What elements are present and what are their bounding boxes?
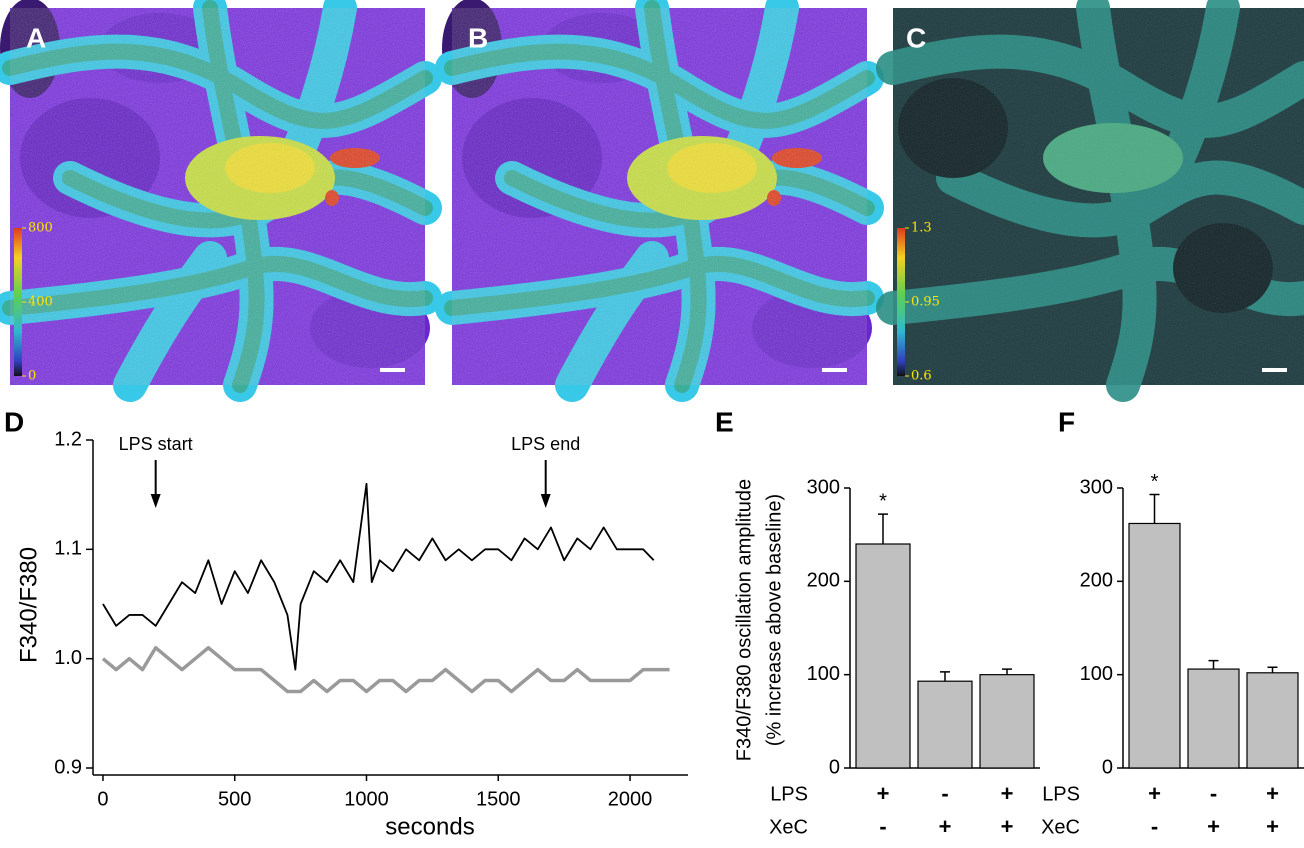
image-c: C bbox=[876, 0, 1304, 402]
significance: * bbox=[879, 490, 887, 512]
category-label: - bbox=[941, 781, 948, 806]
y-tick-label: 300 bbox=[1080, 476, 1113, 498]
error-bar bbox=[1149, 493, 1160, 524]
category-label: + bbox=[1207, 814, 1220, 839]
bar bbox=[1187, 668, 1240, 769]
error-bar bbox=[1002, 668, 1012, 675]
x-tick-label: 2000 bbox=[608, 788, 653, 810]
x-tick-label: 1000 bbox=[344, 788, 389, 810]
row-label: LPS bbox=[1042, 783, 1080, 805]
panel-label: C bbox=[906, 22, 926, 53]
colorbar-label: 0 bbox=[28, 369, 36, 384]
y-axis-title: (% increase above baseline) bbox=[763, 494, 785, 746]
arrow-head bbox=[540, 494, 551, 508]
y-tick-label: 0 bbox=[829, 756, 840, 778]
y-tick-label: 100 bbox=[1080, 663, 1113, 685]
arrow-head bbox=[150, 494, 161, 508]
colorbar bbox=[897, 228, 905, 376]
significance: * bbox=[1151, 471, 1159, 493]
category-label: - bbox=[1151, 814, 1158, 839]
bar bbox=[1246, 672, 1299, 769]
image-a: A bbox=[0, 0, 430, 385]
category-label: - bbox=[1210, 781, 1217, 806]
category-label: + bbox=[1148, 781, 1161, 806]
y-tick-label: 1.1 bbox=[54, 538, 82, 560]
annotation: LPS end bbox=[511, 434, 580, 454]
row-label: XeC bbox=[1041, 816, 1080, 838]
x-axis-title: seconds bbox=[385, 813, 474, 840]
colorbar bbox=[14, 228, 22, 376]
line-series bbox=[101, 645, 670, 694]
bar bbox=[1128, 522, 1181, 769]
error-bar bbox=[940, 671, 950, 682]
category-label: + bbox=[877, 781, 890, 806]
colorbar-label: 1.3 bbox=[911, 221, 932, 236]
error-bar bbox=[1267, 666, 1278, 673]
colorbar-label: 400 bbox=[28, 295, 53, 310]
panel-label: E bbox=[715, 406, 734, 437]
panel-label: D bbox=[4, 406, 24, 437]
image-b: B bbox=[442, 0, 872, 385]
category-label: + bbox=[1001, 814, 1014, 839]
x-tick-label: 500 bbox=[218, 788, 251, 810]
bar bbox=[979, 674, 1035, 769]
colorbar-label: 800 bbox=[28, 221, 53, 236]
category-label: + bbox=[1266, 781, 1279, 806]
category-label: + bbox=[1001, 781, 1014, 806]
x-tick-label: 0 bbox=[97, 788, 108, 810]
bar bbox=[917, 680, 973, 769]
y-axis-title: F340/F380 bbox=[15, 547, 42, 663]
y-tick-label: 0.9 bbox=[54, 756, 82, 778]
error-bar bbox=[878, 513, 888, 544]
line-series bbox=[102, 482, 655, 671]
bar bbox=[855, 543, 911, 769]
y-tick-label: 300 bbox=[807, 476, 840, 498]
row-label: LPS bbox=[770, 783, 808, 805]
annotation: LPS start bbox=[119, 434, 193, 454]
category-label: + bbox=[1266, 814, 1279, 839]
panel-label: F bbox=[1058, 406, 1075, 437]
y-axis-title: F340/F380 oscillation amplitude bbox=[733, 479, 755, 761]
colorbar-label: 0.95 bbox=[911, 295, 940, 310]
y-tick-label: 200 bbox=[807, 570, 840, 592]
y-tick-label: 100 bbox=[807, 663, 840, 685]
x-tick-label: 1500 bbox=[476, 788, 521, 810]
colorbar-label: 0.6 bbox=[911, 369, 932, 384]
row-label: XeC bbox=[769, 816, 808, 838]
y-tick-label: 0 bbox=[1102, 756, 1113, 778]
panel-label: B bbox=[468, 22, 488, 53]
y-tick-label: 1.0 bbox=[54, 647, 82, 669]
panel-label: A bbox=[26, 22, 46, 53]
y-tick-label: 1.2 bbox=[54, 428, 82, 450]
y-tick-label: 200 bbox=[1080, 570, 1113, 592]
category-label: - bbox=[879, 814, 886, 839]
category-label: + bbox=[939, 814, 952, 839]
error-bar bbox=[1208, 659, 1219, 670]
